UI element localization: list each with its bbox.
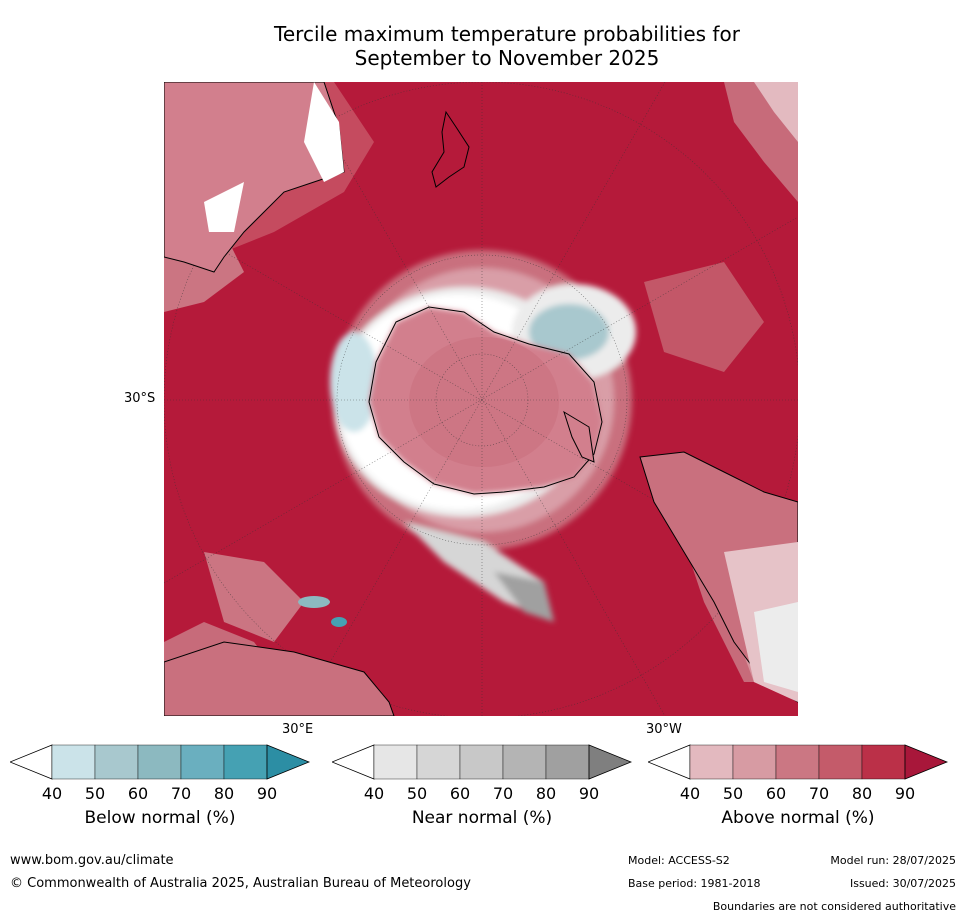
copyright-text: © Commonwealth of Australia 2025, Austra… [10,876,471,891]
disclaimer-text: Boundaries are not considered authoritat… [712,900,956,913]
colorbar-segment [545,744,590,780]
colorbar-swatches [330,744,633,780]
colorbar-tick-label: 60 [765,784,787,803]
issued-text: Issued: 30/07/2025 [849,877,956,890]
colorbar-tick-label: 90 [894,784,916,803]
colorbar-max-arrow [904,744,949,780]
colorbar-segment [861,744,906,780]
colorbar-tick-label: 70 [170,784,192,803]
model-text: Model: ACCESS-S2 [628,854,730,867]
colorbar-swatches [646,744,949,780]
colorbar-max-arrow [588,744,633,780]
antarctic-peninsula [563,410,595,463]
title-line-1: Tercile maximum temperature probabilitie… [274,22,740,46]
colorbar-segment [94,744,139,780]
colorbar-segment [180,744,225,780]
colorbar-max-arrow [266,744,311,780]
colorbar-segment [502,744,547,780]
polar-map [164,82,798,716]
colorbar-tick-label: 80 [213,784,235,803]
africa [164,641,395,716]
colorbar-tick-label: 40 [41,784,63,803]
colorbar-tick-label: 70 [492,784,514,803]
colorbar-tick-label: 40 [363,784,385,803]
model-run-text: Model run: 28/07/2025 [830,854,956,867]
longitude-label-30w: 30°W [646,722,682,737]
colorbar-segment [416,744,461,780]
colorbar-min-arrow [330,744,375,780]
longitude-label-30e: 30°E [282,722,314,737]
colorbar-tick-label: 50 [722,784,744,803]
colorbar-label: Below normal (%) [84,808,236,828]
colorbar-segment [51,744,96,780]
colorbar-tick-label: 70 [808,784,830,803]
colorbar-3: 40 50 60 70 80 90 [646,744,949,803]
colorbar-2: 40 50 60 70 80 90 [330,744,633,803]
colorbar-tick-label: 50 [84,784,106,803]
colorbar-segment [223,744,268,780]
base-period-text: Base period: 1981-2018 [628,877,761,890]
colorbar-min-arrow [8,744,53,780]
colorbar-segment [459,744,504,780]
colorbar-tick-label: 60 [449,784,471,803]
map-title: Tercile maximum temperature probabilitie… [0,22,965,70]
colorbar-segment [775,744,820,780]
colorbar-min-arrow [646,744,691,780]
colorbar-tick-label: 40 [679,784,701,803]
graticule [164,82,798,716]
colorbar-label: Above normal (%) [721,808,875,828]
colorbar-tick-label: 80 [851,784,873,803]
colorbar-swatches [8,744,311,780]
colorbar-tick-label: 90 [578,784,600,803]
colorbar-1: 40 50 60 70 80 90 [8,744,311,803]
colorbar-segment [137,744,182,780]
colorbar-segment [818,744,863,780]
website-text: www.bom.gov.au/climate [10,853,174,868]
colorbar-label: Near normal (%) [411,808,553,828]
colorbar-tick-label: 60 [127,784,149,803]
colorbar-segment [732,744,777,780]
colorbar-tick-label: 80 [535,784,557,803]
colorbar-segment [689,744,734,780]
colorbar-segment [373,744,418,780]
latitude-label-30s: 30°S [124,391,156,406]
colorbar-tick-label: 50 [406,784,428,803]
title-line-2: September to November 2025 [354,46,660,70]
colorbar-tick-label: 90 [256,784,278,803]
new-zealand [431,110,470,188]
